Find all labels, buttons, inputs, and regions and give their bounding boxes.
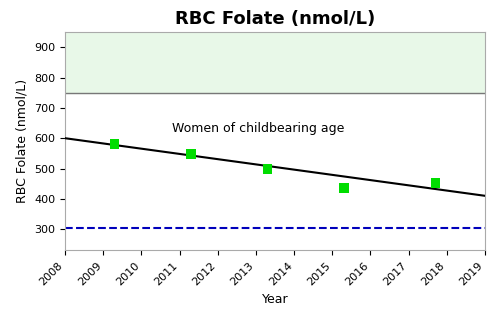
- Point: [110, 142, 118, 147]
- Point: [264, 167, 272, 172]
- Y-axis label: RBC Folate (nmol/L): RBC Folate (nmol/L): [16, 79, 28, 203]
- Title: RBC Folate (nmol/L): RBC Folate (nmol/L): [175, 10, 375, 28]
- Point: [432, 180, 440, 186]
- X-axis label: Year: Year: [262, 293, 288, 306]
- Text: Women of childbearing age: Women of childbearing age: [172, 122, 344, 135]
- Bar: [65, 32, 485, 93]
- Point: [340, 186, 347, 191]
- Point: [187, 152, 195, 157]
